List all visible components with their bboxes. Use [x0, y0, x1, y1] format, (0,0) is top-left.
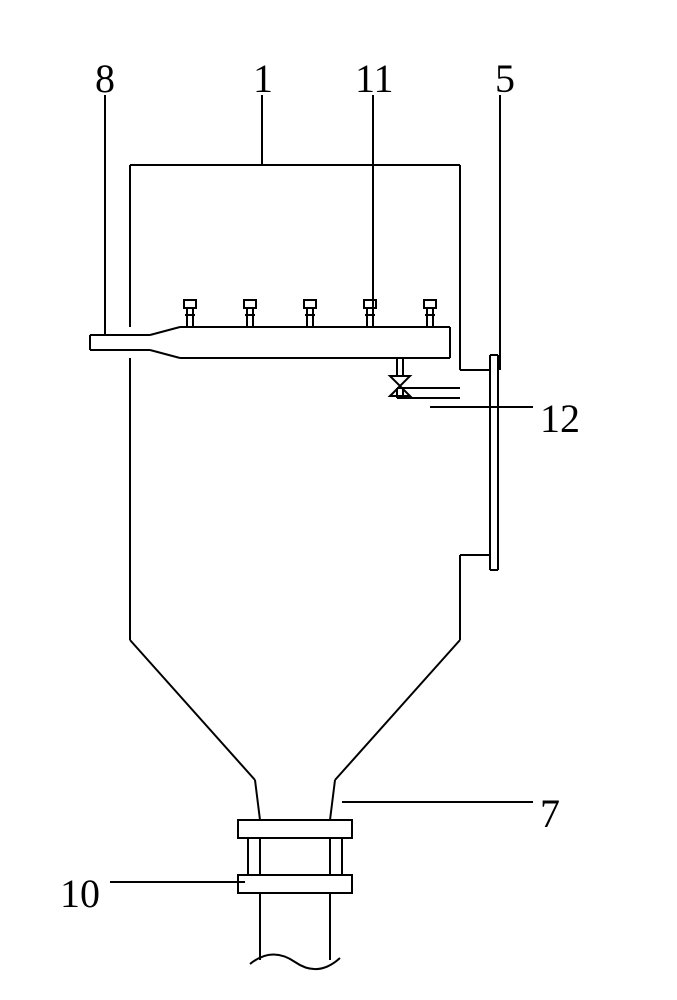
label-11: 11: [355, 55, 394, 102]
label-10: 10: [60, 870, 100, 917]
label-8: 8: [95, 55, 115, 102]
label-12: 12: [540, 395, 580, 442]
label-5: 5: [495, 55, 515, 102]
label-7: 7: [540, 790, 560, 837]
label-1: 1: [253, 55, 273, 102]
diagram-canvas: [0, 0, 677, 1000]
